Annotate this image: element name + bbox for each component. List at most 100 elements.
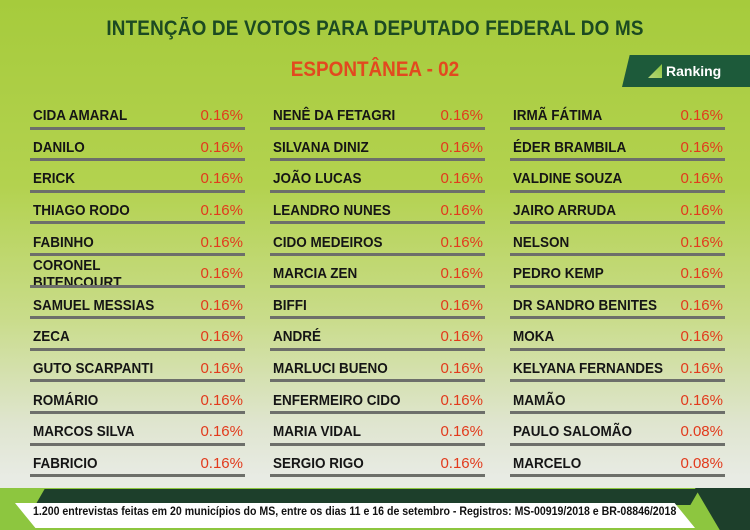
column-2: NENÊ DA FETAGRI 0.16% SILVANA DINIZ 0.16% JO… xyxy=(270,98,485,477)
candidate-percentage: 0.16% xyxy=(680,170,723,188)
candidate-percentage: 0.16% xyxy=(440,202,483,220)
candidate-row: NELSON 0.16% xyxy=(510,224,725,256)
candidate-percentage: 0.16% xyxy=(680,360,723,378)
candidate-percentage: 0.16% xyxy=(680,107,723,125)
candidate-row: MARIA VIDAL 0.16% xyxy=(270,414,485,446)
candidate-name: PAULO SALOMÃO xyxy=(513,423,632,441)
candidate-name: ÉDER BRAMBILA xyxy=(513,138,627,156)
candidate-row: DR SANDRO BENITES 0.16% xyxy=(510,288,725,320)
candidate-name: MARCELO xyxy=(513,454,582,472)
candidate-name: MARCIA ZEN xyxy=(273,265,358,283)
candidate-row: KELYANA FERNANDES 0.16% xyxy=(510,351,725,383)
candidate-percentage: 0.16% xyxy=(440,265,483,283)
candidate-row: IRMÃ FÁTIMA 0.16% xyxy=(510,98,725,130)
candidate-row: ENFERMEIRO CIDO 0.16% xyxy=(270,382,485,414)
footer-dark-stripe xyxy=(35,489,700,505)
candidate-percentage: 0.16% xyxy=(200,454,243,472)
candidate-name: JAIRO ARRUDA xyxy=(513,202,617,220)
candidate-name: MARIA VIDAL xyxy=(273,423,362,441)
candidate-row: ANDRÉ 0.16% xyxy=(270,319,485,351)
candidate-percentage: 0.16% xyxy=(680,391,723,409)
candidate-name: NENÊ DA FETAGRI xyxy=(273,107,396,125)
candidate-percentage: 0.16% xyxy=(200,202,243,220)
candidate-name: FABRICIO xyxy=(33,454,98,472)
candidate-name: BIFFI xyxy=(273,296,307,314)
candidate-name: CIDO MEDEIROS xyxy=(273,233,383,251)
candidate-percentage: 0.16% xyxy=(200,328,243,346)
candidate-row: GUTO SCARPANTI 0.16% xyxy=(30,351,245,383)
logo-text: Ranking xyxy=(666,63,722,79)
candidate-row: FABINHO 0.16% xyxy=(30,224,245,256)
candidate-name: MARCOS SILVA xyxy=(33,423,135,441)
candidate-row: JAIRO ARRUDA 0.16% xyxy=(510,193,725,225)
candidate-row: CORONEL BITENCOURT 0.16% xyxy=(30,256,245,291)
candidate-percentage: 0.16% xyxy=(440,170,483,188)
candidate-row: CIDO MEDEIROS 0.16% xyxy=(270,224,485,256)
footer-text: 1.200 entrevistas feitas em 20 município… xyxy=(33,506,677,518)
candidate-percentage: 0.16% xyxy=(440,328,483,346)
candidate-name: SERGIO RIGO xyxy=(273,454,364,472)
candidate-name: SILVANA DINIZ xyxy=(273,138,369,156)
candidate-percentage: 0.16% xyxy=(200,296,243,314)
candidate-name: KELYANA FERNANDES xyxy=(513,360,664,378)
candidate-percentage: 0.16% xyxy=(680,233,723,251)
candidate-percentage: 0.16% xyxy=(200,391,243,409)
candidate-row: MAMÃO 0.16% xyxy=(510,382,725,414)
candidate-percentage: 0.16% xyxy=(440,296,483,314)
candidate-name: NELSON xyxy=(513,233,570,251)
footer-label-bg xyxy=(15,503,695,528)
candidate-name: CIDA AMARAL xyxy=(33,107,128,125)
candidate-percentage: 0.16% xyxy=(200,265,243,283)
candidate-percentage: 0.16% xyxy=(680,138,723,156)
page-subtitle: ESPONTÂNEA - 02 xyxy=(290,58,460,81)
column-1: CIDA AMARAL 0.16% DANILO 0.16% ERICK 0.16% THI… xyxy=(30,98,245,477)
candidate-percentage: 0.16% xyxy=(200,107,243,125)
candidate-name: IRMÃ FÁTIMA xyxy=(513,107,603,125)
candidate-row: BIFFI 0.16% xyxy=(270,288,485,320)
candidate-percentage: 0.16% xyxy=(200,233,243,251)
candidate-row: LEANDRO NUNES 0.16% xyxy=(270,193,485,225)
candidate-name: ROMÁRIO xyxy=(33,391,99,409)
ranking-logo: Ranking xyxy=(622,55,750,87)
candidate-row: ERICK 0.16% xyxy=(30,161,245,193)
candidate-percentage: 0.16% xyxy=(680,296,723,314)
candidate-name: LEANDRO NUNES xyxy=(273,202,391,220)
candidate-row: ROMÁRIO 0.16% xyxy=(30,382,245,414)
candidate-percentage: 0.16% xyxy=(440,360,483,378)
candidate-percentage: 0.16% xyxy=(440,423,483,441)
candidate-row: MARCIA ZEN 0.16% xyxy=(270,256,485,288)
candidate-row: MARCELO 0.08% xyxy=(510,446,725,478)
candidate-percentage: 0.16% xyxy=(680,202,723,220)
candidate-row: SERGIO RIGO 0.16% xyxy=(270,446,485,478)
candidate-percentage: 0.16% xyxy=(200,360,243,378)
page-title: INTENÇÃO DE VOTOS PARA DEPUTADO FEDERAL … xyxy=(106,17,644,40)
candidate-row: MOKA 0.16% xyxy=(510,319,725,351)
candidate-name: VALDINE SOUZA xyxy=(513,170,623,188)
candidate-name: SAMUEL MESSIAS xyxy=(33,296,155,314)
candidate-row: DANILO 0.16% xyxy=(30,130,245,162)
candidate-name: DR SANDRO BENITES xyxy=(513,296,658,314)
candidate-row: PAULO SALOMÃO 0.08% xyxy=(510,414,725,446)
candidate-row: SILVANA DINIZ 0.16% xyxy=(270,130,485,162)
candidate-name: MOKA xyxy=(513,328,555,346)
candidate-row: MARLUCI BUENO 0.16% xyxy=(270,351,485,383)
candidate-name: MARLUCI BUENO xyxy=(273,360,388,378)
candidate-row: SAMUEL MESSIAS 0.16% xyxy=(30,288,245,320)
candidate-name: ANDRÉ xyxy=(273,328,322,346)
candidate-name: FABINHO xyxy=(33,233,94,251)
candidate-percentage: 0.16% xyxy=(440,391,483,409)
candidate-percentage: 0.16% xyxy=(200,138,243,156)
candidate-name: JOÃO LUCAS xyxy=(273,170,362,188)
candidate-name: DANILO xyxy=(33,138,85,156)
candidate-percentage: 0.16% xyxy=(200,423,243,441)
candidate-row: FABRICIO 0.16% xyxy=(30,446,245,478)
candidate-row: NENÊ DA FETAGRI 0.16% xyxy=(270,98,485,130)
candidate-percentage: 0.16% xyxy=(440,107,483,125)
candidate-name: ERICK xyxy=(33,170,76,188)
candidate-percentage: 0.16% xyxy=(200,170,243,188)
candidate-row: ÉDER BRAMBILA 0.16% xyxy=(510,130,725,162)
candidate-percentage: 0.16% xyxy=(440,233,483,251)
chart-logo-icon xyxy=(648,64,662,78)
candidate-row: VALDINE SOUZA 0.16% xyxy=(510,161,725,193)
candidate-percentage: 0.08% xyxy=(680,423,723,441)
